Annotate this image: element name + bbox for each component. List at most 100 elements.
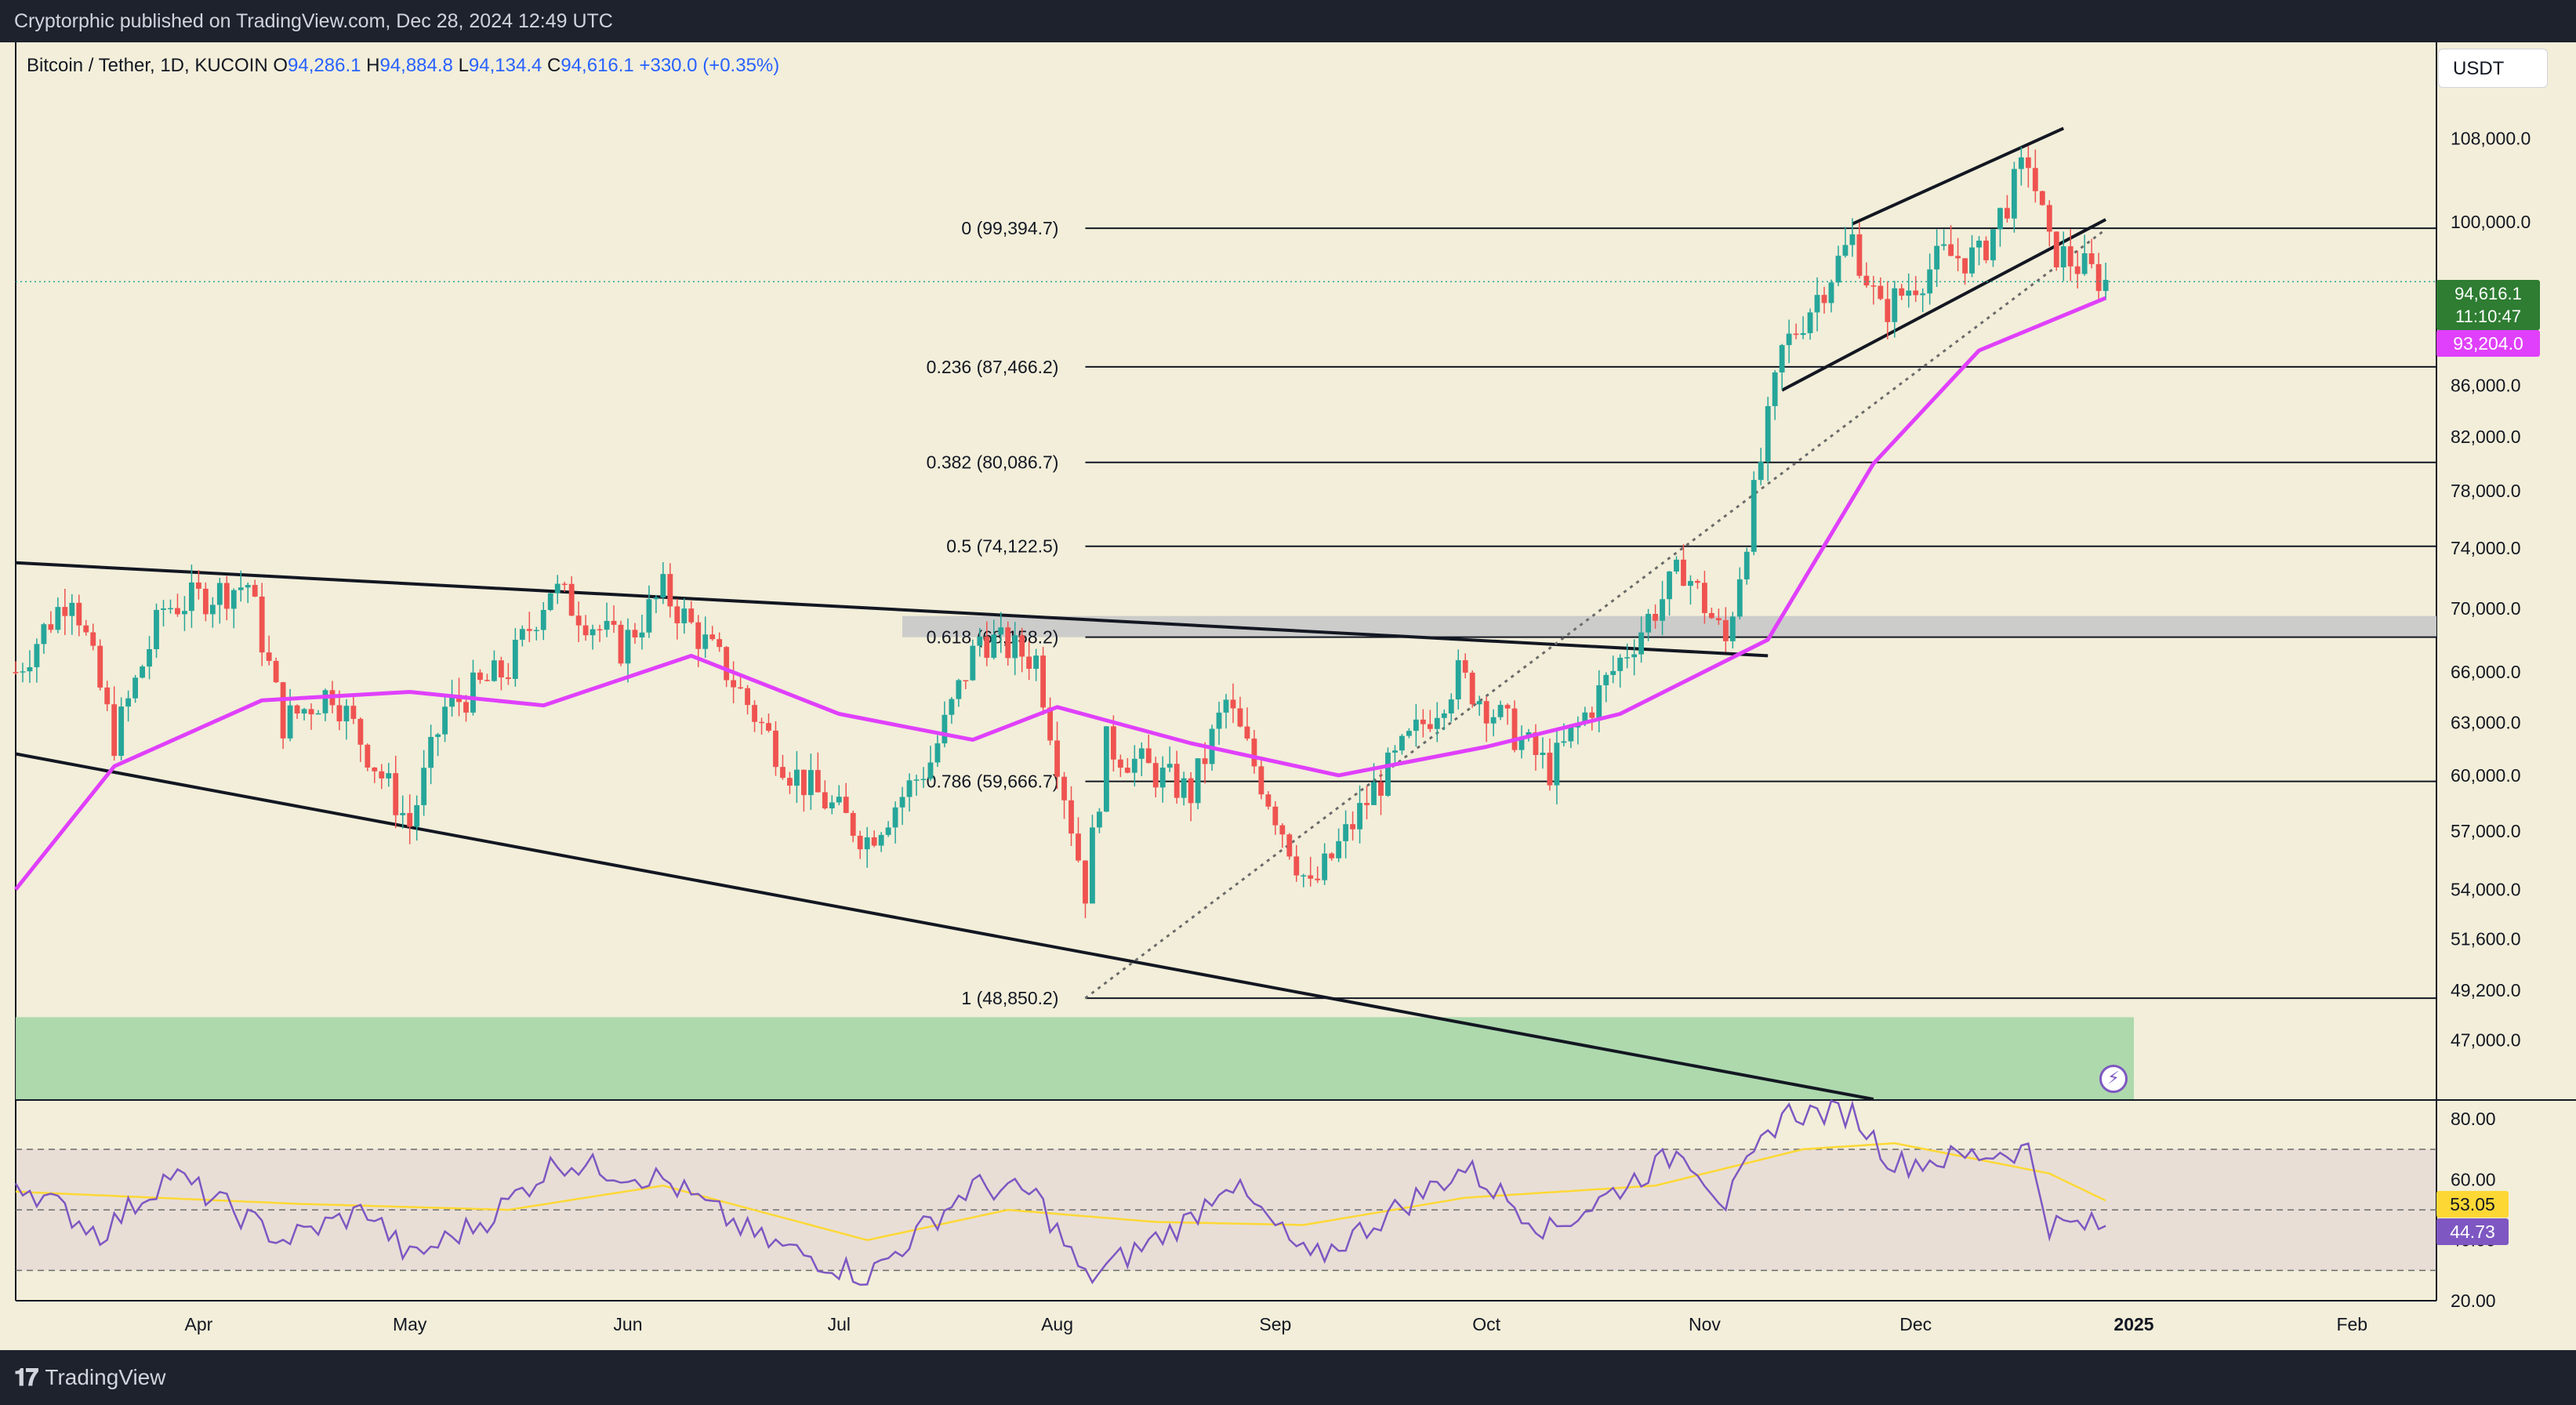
symbol-name[interactable]: Bitcoin / Tether, 1D, KUCOIN xyxy=(27,55,268,76)
symbol-legend[interactable]: Bitcoin / Tether, 1D, KUCOIN O94,286.1 H… xyxy=(27,55,779,77)
candle-body[interactable] xyxy=(1948,244,1954,256)
candle-body[interactable] xyxy=(590,629,596,636)
candle-body[interactable] xyxy=(55,607,61,630)
candle-body[interactable] xyxy=(1821,295,1827,303)
candle-body[interactable] xyxy=(526,629,532,631)
candle-body[interactable] xyxy=(2074,266,2081,274)
candle-body[interactable] xyxy=(998,627,1004,635)
candle-body[interactable] xyxy=(175,608,180,615)
candle-body[interactable] xyxy=(1251,738,1257,767)
lightning-icon[interactable]: ⚡ xyxy=(2099,1065,2128,1093)
candle-body[interactable] xyxy=(1674,559,1679,572)
candle-body[interactable] xyxy=(2025,157,2031,169)
candle-body[interactable] xyxy=(800,769,807,796)
candle-body[interactable] xyxy=(660,574,666,598)
candle-body[interactable] xyxy=(1293,856,1300,876)
candle-body[interactable] xyxy=(639,632,645,638)
candle-body[interactable] xyxy=(1800,332,1806,336)
candle-body[interactable] xyxy=(927,762,934,779)
candle-body[interactable] xyxy=(1103,726,1109,812)
candle-body[interactable] xyxy=(836,797,842,803)
candle-body[interactable] xyxy=(1301,875,1307,877)
rsi-line[interactable] xyxy=(14,1099,2106,1286)
candle-body[interactable] xyxy=(2011,169,2017,219)
resistance-zone[interactable] xyxy=(902,615,2436,637)
candle-body[interactable] xyxy=(1054,740,1060,777)
candle-body[interactable] xyxy=(745,688,750,706)
candle-body[interactable] xyxy=(1828,282,1834,303)
candle-body[interactable] xyxy=(1997,208,2003,230)
candle-body[interactable] xyxy=(913,779,920,781)
candle-body[interactable] xyxy=(1117,759,1123,768)
candle-body[interactable] xyxy=(372,767,378,771)
candle-body[interactable] xyxy=(1962,258,1968,274)
candle-body[interactable] xyxy=(2103,279,2109,292)
candle-body[interactable] xyxy=(1413,719,1419,732)
candle-body[interactable] xyxy=(1554,742,1560,786)
candle-body[interactable] xyxy=(533,630,539,632)
candle-body[interactable] xyxy=(653,597,659,600)
candle-body[interactable] xyxy=(1906,290,1912,296)
candle-body[interactable] xyxy=(202,588,209,615)
candle-body[interactable] xyxy=(561,583,568,586)
candle-body[interactable] xyxy=(991,634,997,658)
candle-body[interactable] xyxy=(1807,312,1813,333)
candle-body[interactable] xyxy=(724,647,730,681)
candle-body[interactable] xyxy=(575,615,582,626)
candle-body[interactable] xyxy=(709,634,716,640)
candle-body[interactable] xyxy=(2060,246,2066,268)
candle-body[interactable] xyxy=(484,680,490,681)
rsi-ma-line[interactable] xyxy=(15,1142,2106,1241)
candle-body[interactable] xyxy=(280,682,286,739)
candle-body[interactable] xyxy=(667,574,673,607)
candle-body[interactable] xyxy=(1455,660,1461,700)
candle-body[interactable] xyxy=(625,630,631,664)
candle-body[interactable] xyxy=(519,629,525,640)
candle-body[interactable] xyxy=(273,660,279,683)
candle-body[interactable] xyxy=(1610,670,1616,675)
candle-body[interactable] xyxy=(386,773,392,779)
candle-body[interactable] xyxy=(48,624,54,630)
candle-body[interactable] xyxy=(308,709,314,715)
candle-body[interactable] xyxy=(322,690,328,713)
candle-body[interactable] xyxy=(1596,685,1602,718)
candle-body[interactable] xyxy=(161,608,166,610)
candle-body[interactable] xyxy=(554,583,561,594)
candle-body[interactable] xyxy=(1026,656,1032,669)
candle-body[interactable] xyxy=(209,604,216,615)
candle-body[interactable] xyxy=(1083,860,1088,904)
candle-body[interactable] xyxy=(1729,616,1736,641)
candle-body[interactable] xyxy=(1441,713,1447,718)
candle-body[interactable] xyxy=(1406,731,1412,736)
candle-body[interactable] xyxy=(1138,748,1145,759)
candle-body[interactable] xyxy=(871,837,877,846)
candle-body[interactable] xyxy=(470,672,476,713)
candle-body[interactable] xyxy=(885,827,891,835)
candle-body[interactable] xyxy=(252,585,258,597)
candle-body[interactable] xyxy=(69,602,75,616)
candle-body[interactable] xyxy=(1779,345,1785,372)
candle-body[interactable] xyxy=(259,596,265,653)
candle-body[interactable] xyxy=(1216,712,1222,729)
candle-body[interactable] xyxy=(1131,758,1137,773)
candle-body[interactable] xyxy=(1237,708,1243,727)
candle-body[interactable] xyxy=(90,632,96,646)
candle-body[interactable] xyxy=(230,590,237,609)
candle-body[interactable] xyxy=(1913,290,1919,296)
candle-body[interactable] xyxy=(878,834,884,846)
candle-body[interactable] xyxy=(1631,654,1638,658)
candle-body[interactable] xyxy=(1152,763,1159,788)
candle-body[interactable] xyxy=(822,792,828,809)
candle-body[interactable] xyxy=(1272,806,1279,826)
candle-body[interactable] xyxy=(1090,827,1095,904)
candle-body[interactable] xyxy=(1392,750,1398,753)
candle-body[interactable] xyxy=(2088,253,2095,264)
candle-body[interactable] xyxy=(1920,293,1926,296)
candle-body[interactable] xyxy=(27,666,33,672)
candle-body[interactable] xyxy=(216,583,223,605)
candle-body[interactable] xyxy=(400,812,406,815)
candle-body[interactable] xyxy=(512,639,518,679)
candle-body[interactable] xyxy=(1497,705,1504,717)
candle-body[interactable] xyxy=(393,773,399,815)
candle-body[interactable] xyxy=(829,802,835,809)
